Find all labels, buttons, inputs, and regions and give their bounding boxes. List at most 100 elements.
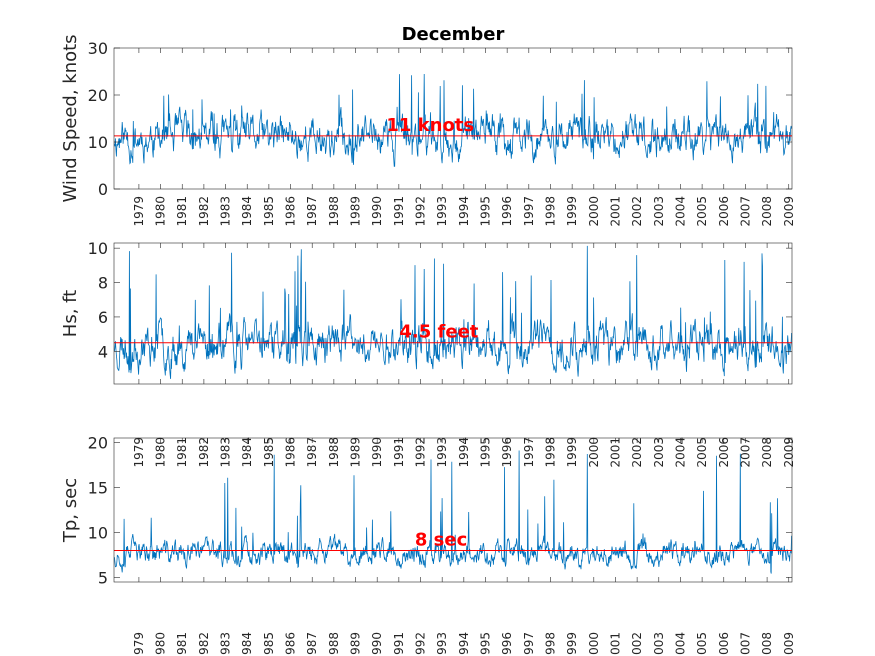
chart-title: December — [402, 24, 505, 45]
x-tick-label: 1992 — [414, 632, 428, 656]
y-tick-label: 4 — [98, 342, 108, 361]
x-tick-label: 1988 — [327, 196, 341, 227]
y-tick-label: 5 — [98, 569, 108, 588]
tp-y-axis-label: Tp, sec — [60, 478, 81, 543]
x-tick-label: 2003 — [652, 437, 666, 468]
x-tick-label: 1996 — [500, 196, 514, 227]
wind-y-axis-label: Wind Speed, knots — [60, 34, 81, 202]
hs-y-axis-label: Hs, ft — [60, 290, 81, 337]
x-tick-label: 1989 — [349, 437, 363, 468]
x-tick-label: 1985 — [262, 437, 276, 468]
x-tick-label: 1994 — [457, 632, 471, 656]
x-tick-label: 1991 — [392, 632, 406, 656]
wind-series-line — [114, 73, 792, 167]
x-tick-label: 2002 — [630, 632, 644, 656]
x-tick-label: 1993 — [435, 196, 449, 227]
x-tick-label: 1988 — [327, 437, 341, 468]
x-tick-label: 1998 — [543, 632, 557, 656]
x-tick-label: 1980 — [154, 196, 168, 227]
x-tick-label: 1992 — [414, 437, 428, 468]
x-tick-label: 2006 — [717, 196, 731, 227]
tp-axes-box — [113, 437, 793, 583]
x-tick-label: 1991 — [392, 437, 406, 468]
x-tick-label: 1984 — [240, 632, 254, 656]
x-tick-label: 1979 — [132, 437, 146, 468]
x-tick-label: 1994 — [457, 196, 471, 227]
x-tick-label: 2007 — [738, 632, 752, 656]
x-tick-label: 1987 — [305, 437, 319, 468]
panel-hs: 4.5 feet 4 6 8 10 Hs, ft — [60, 239, 793, 385]
x-tick-label: 1985 — [262, 632, 276, 656]
x-tick-label: 1982 — [197, 196, 211, 227]
y-tick-label: 15 — [88, 479, 108, 498]
x-tick-label: 1990 — [370, 632, 384, 656]
x-tick-label: 1983 — [219, 196, 233, 227]
x-tick-label: 2002 — [630, 437, 644, 468]
x-tick-label: 2005 — [695, 196, 709, 227]
x-tick-label: 1997 — [522, 196, 536, 227]
x-tick-label: 2004 — [673, 437, 687, 468]
x-tick-label: 2003 — [652, 632, 666, 656]
x-tick-label: 2001 — [608, 632, 622, 656]
hs-series-line — [114, 245, 792, 379]
x-tick-label: 1989 — [349, 632, 363, 656]
y-tick-label: 10 — [88, 239, 108, 258]
x-tick-label: 2007 — [738, 196, 752, 227]
x-tick-label: 1987 — [305, 632, 319, 656]
x-tick-label: 1997 — [522, 632, 536, 656]
x-tick-label: 2000 — [587, 437, 601, 468]
x-tick-label: 1999 — [565, 437, 579, 468]
y-tick-label: 8 — [98, 274, 108, 293]
x-tick-label: 2000 — [587, 632, 601, 656]
x-tick-label: 2009 — [782, 437, 796, 468]
x-tick-label: 1994 — [457, 437, 471, 468]
x-tick-label: 1997 — [522, 437, 536, 468]
y-tick-label: 30 — [88, 39, 108, 58]
x-tick-label: 2003 — [652, 196, 666, 227]
y-tick-label: 10 — [88, 133, 108, 152]
x-tick-label: 1982 — [197, 632, 211, 656]
y-tick-label: 20 — [88, 86, 108, 105]
x-tick-label: 1995 — [478, 632, 492, 656]
x-tick-label: 2006 — [717, 632, 731, 656]
x-tick-label: 1996 — [500, 632, 514, 656]
x-tick-label: 1999 — [565, 196, 579, 227]
x-tick-label: 1988 — [327, 632, 341, 656]
x-tick-label: 1987 — [305, 196, 319, 227]
x-tick-label: 1996 — [500, 437, 514, 468]
x-tick-label: 1989 — [349, 196, 363, 227]
y-tick-label: 6 — [98, 308, 108, 327]
hs-mean-label: 4.5 feet — [399, 322, 478, 343]
chart-panels: 11 knots 0 10 20 30 Wind Speed, knots 1979 1980… — [60, 34, 796, 656]
tp-mean-label: 8 sec — [415, 530, 467, 551]
x-tick-label: 1981 — [175, 632, 189, 656]
x-tick-label: 1990 — [370, 437, 384, 468]
x-tick-label: 1980 — [154, 437, 168, 468]
x-tick-label: 2004 — [673, 196, 687, 227]
x-tick-label: 2009 — [782, 632, 796, 656]
x-tick-label: 1992 — [414, 196, 428, 227]
x-tick-label: 2006 — [717, 437, 731, 468]
panel-wind: 11 knots 0 10 20 30 Wind Speed, knots 1979 1980… — [60, 34, 796, 226]
x-tick-label: 1981 — [175, 437, 189, 468]
x-tick-label: 1986 — [284, 196, 298, 227]
y-tick-label: 20 — [88, 434, 108, 453]
wind-mean-label: 11 knots — [386, 115, 474, 136]
x-tick-label: 2002 — [630, 196, 644, 227]
x-tick-label: 1982 — [197, 437, 211, 468]
x-tick-label: 2005 — [695, 632, 709, 656]
x-tick-label: 1979 — [132, 196, 146, 227]
x-tick-label: 1998 — [543, 437, 557, 468]
x-tick-label: 1980 — [154, 632, 168, 656]
wind-axes-box — [113, 47, 793, 190]
x-tick-label: 1983 — [219, 632, 233, 656]
tp-series-line — [114, 450, 792, 574]
x-tick-label: 2007 — [738, 437, 752, 468]
x-tick-label: 1993 — [435, 437, 449, 468]
x-tick-label: 1998 — [543, 196, 557, 227]
x-tick-label: 2001 — [608, 437, 622, 468]
x-tick-label: 1986 — [284, 437, 298, 468]
x-tick-label: 1984 — [240, 196, 254, 227]
x-tick-label: 2004 — [673, 632, 687, 656]
x-tick-label: 1985 — [262, 196, 276, 227]
